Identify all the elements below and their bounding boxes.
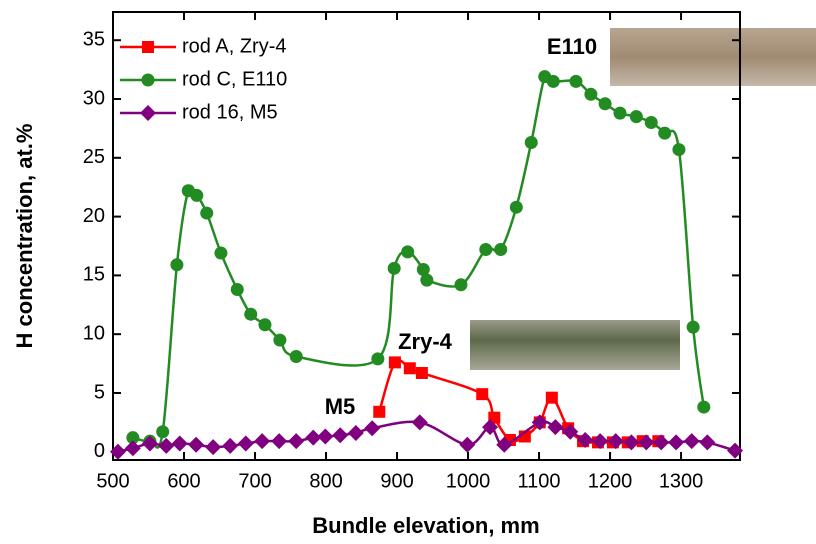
marker: [142, 41, 154, 53]
marker: [546, 392, 558, 404]
marker: [222, 438, 238, 454]
marker: [188, 437, 204, 453]
x-axis-title: Bundle elevation, mm: [312, 513, 539, 538]
annotation: Zry-4: [398, 329, 453, 354]
photo-zry4: [470, 320, 680, 370]
y-axis-title: H concentration, at.%: [12, 124, 37, 349]
marker: [645, 116, 658, 129]
marker: [454, 278, 467, 291]
marker: [140, 105, 156, 121]
y-tick-label: 35: [83, 29, 105, 51]
marker: [214, 247, 227, 260]
chart: Bundle elevation, mm H concentration, at…: [0, 0, 816, 544]
marker: [371, 352, 384, 365]
marker: [205, 439, 221, 455]
marker: [699, 434, 715, 450]
marker: [254, 433, 270, 449]
annotation: M5: [325, 394, 356, 419]
y-tick-label: 0: [94, 440, 105, 462]
marker: [510, 201, 523, 214]
marker: [388, 262, 401, 275]
marker: [630, 110, 643, 123]
x-tick-label: 700: [238, 470, 271, 492]
marker: [170, 258, 183, 271]
marker: [271, 433, 287, 449]
marker: [244, 308, 257, 321]
photo-e110: [610, 28, 816, 86]
marker: [668, 434, 684, 450]
legend-label: rod A, Zry-4: [182, 35, 286, 57]
marker: [525, 136, 538, 149]
marker: [231, 283, 244, 296]
x-tick-label: 1200: [588, 470, 633, 492]
y-tick-label: 5: [94, 381, 105, 403]
series-line: [133, 73, 704, 448]
marker: [599, 97, 612, 110]
marker: [238, 436, 254, 452]
marker: [401, 245, 414, 258]
marker: [584, 88, 597, 101]
marker: [697, 401, 710, 414]
marker: [476, 388, 488, 400]
marker: [156, 425, 169, 438]
marker: [200, 207, 213, 220]
marker: [613, 107, 626, 120]
marker: [479, 243, 492, 256]
x-tick-label: 1300: [659, 470, 704, 492]
marker: [658, 127, 671, 140]
x-tick-label: 900: [380, 470, 413, 492]
x-tick-label: 1100: [518, 470, 561, 492]
y-tick-label: 25: [83, 146, 105, 168]
annotation: E110: [547, 34, 597, 59]
marker: [288, 433, 304, 449]
x-tick-label: 500: [96, 470, 129, 492]
marker: [373, 406, 385, 418]
y-tick-label: 15: [83, 264, 105, 286]
marker: [687, 321, 700, 334]
marker: [364, 420, 380, 436]
marker: [672, 143, 685, 156]
marker: [416, 367, 428, 379]
marker: [420, 274, 433, 287]
marker: [459, 437, 475, 453]
marker: [125, 440, 141, 456]
marker: [142, 74, 155, 87]
marker: [190, 189, 203, 202]
marker: [404, 362, 416, 374]
legend-label: rod C, E110: [182, 68, 287, 90]
x-tick-label: 600: [167, 470, 200, 492]
legend-label: rod 16, M5: [182, 101, 278, 123]
marker: [317, 428, 333, 444]
marker: [547, 419, 563, 435]
marker: [258, 318, 271, 331]
marker: [332, 427, 348, 443]
marker: [273, 334, 286, 347]
marker: [348, 425, 364, 441]
marker: [290, 350, 303, 363]
x-tick-label: 800: [309, 470, 342, 492]
y-tick-label: 30: [83, 87, 105, 109]
y-tick-label: 20: [83, 205, 105, 227]
marker: [547, 75, 560, 88]
marker: [494, 243, 507, 256]
y-tick-label: 10: [83, 322, 105, 344]
marker: [172, 436, 188, 452]
marker: [412, 414, 428, 430]
x-tick-label: 1000: [446, 470, 491, 492]
marker: [389, 356, 401, 368]
marker: [569, 75, 582, 88]
marker: [684, 433, 700, 449]
